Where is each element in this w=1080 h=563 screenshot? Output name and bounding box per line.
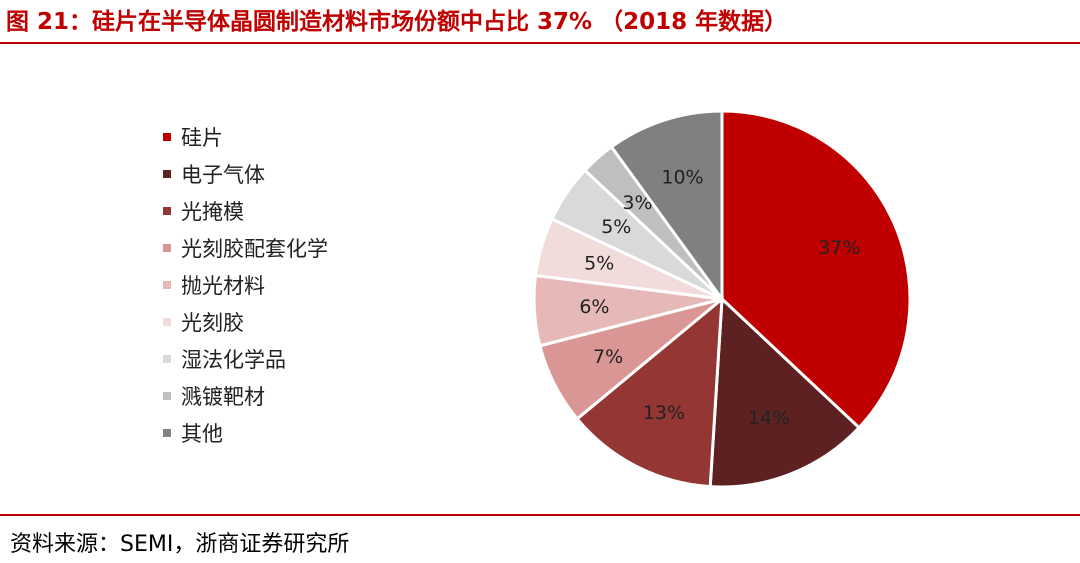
legend-item: 湿法化学品 [163,340,328,377]
legend-swatch [163,428,171,437]
pie-slice-label: 10% [661,166,703,188]
legend-item: 抛光材料 [163,266,328,303]
legend-label: 光刻胶配套化学 [181,236,328,261]
source-note: 资料来源：SEMI，浙商证券研究所 [10,532,350,557]
legend-swatch [163,132,171,141]
source-rule [0,514,1080,516]
title-rule [0,42,1080,44]
legend-item: 其他 [163,414,328,451]
pie-slice-label: 3% [622,192,652,214]
legend-swatch [163,206,171,215]
legend-label: 硅片 [181,125,223,150]
legend-label: 光掩模 [181,199,244,224]
legend-label: 溅镀靶材 [181,384,265,409]
legend-item: 光刻胶 [163,303,328,340]
legend-label: 电子气体 [181,162,265,187]
legend-label: 光刻胶 [181,310,244,335]
pie-slice-label: 14% [748,407,790,429]
figure-title: 图 21：硅片在半导体晶圆制造材料市场份额中占比 37% （2018 年数据） [6,9,788,35]
legend-swatch [163,317,171,326]
pie-slice-label: 37% [818,237,860,259]
pie-slice-label: 6% [579,296,609,318]
pie-slice-label: 5% [584,252,614,274]
legend-label: 其他 [181,421,223,446]
legend-item: 溅镀靶材 [163,377,328,414]
pie-slice [720,109,912,430]
pie-slice-label: 7% [593,346,623,368]
pie-slice [708,295,862,489]
pie-slice [609,109,724,304]
legend-swatch [163,243,171,252]
legend-item: 光掩模 [163,192,328,229]
legend-item: 硅片 [163,118,328,155]
legend-label: 抛光材料 [181,273,265,298]
legend-swatch [163,169,171,178]
pie-slice-label: 5% [601,216,631,238]
pie-slice [575,295,724,489]
legend-swatch [163,280,171,289]
legend-item: 光刻胶配套化学 [163,229,328,266]
legend-swatch [163,391,171,400]
legend-swatch [163,354,171,363]
pie-slice-label: 13% [643,402,685,424]
chart-legend: 硅片电子气体光掩模光刻胶配套化学 抛光材料光刻胶湿法化学品溅镀靶材其他 [163,118,328,451]
legend-item: 电子气体 [163,155,328,192]
legend-label: 湿法化学品 [181,347,286,372]
